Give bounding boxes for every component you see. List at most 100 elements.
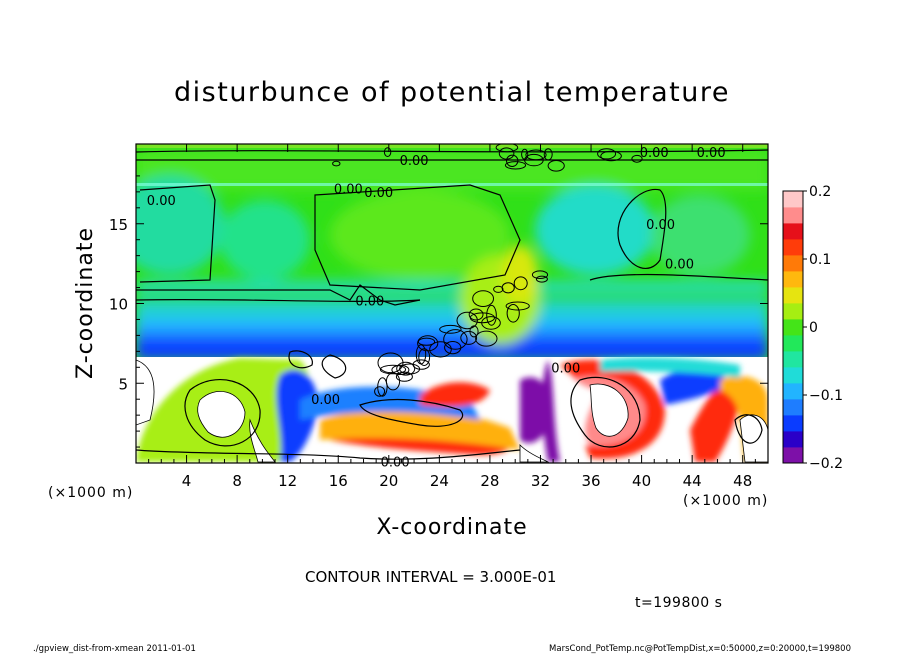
colorbar-swatch: [783, 351, 803, 368]
contour-label: 0.00: [355, 294, 384, 309]
top-eddy: [631, 154, 643, 163]
colorbar-swatch: [783, 399, 803, 416]
chart-title: disturbunce of potential temperature: [174, 77, 730, 108]
x-unit-right: (×1000 m): [683, 493, 768, 509]
top-eddy: [547, 160, 565, 172]
x-unit-left: (×1000 m): [48, 485, 133, 501]
contour-label: 0.00: [646, 218, 675, 233]
contour-label: 0.00: [334, 183, 363, 198]
x-tick-label: 16: [329, 472, 348, 490]
turbulent-eddy: [460, 330, 478, 345]
y-axis-label: Z-coordinate: [73, 227, 98, 379]
colorbar-swatch: [783, 207, 803, 224]
contour-label: 0.00: [665, 258, 694, 273]
contour-label: 0.00: [400, 154, 429, 169]
x-tick-label: 44: [683, 472, 702, 490]
x-tick-label: 36: [581, 472, 600, 490]
top-eddy: [495, 144, 519, 153]
field-swirl: [420, 382, 490, 407]
field-core: [249, 418, 276, 463]
colorbar-swatch: [783, 431, 803, 448]
turbulent-eddy: [379, 364, 407, 375]
turbulent-eddy: [429, 341, 452, 358]
turbulent-eddy: [475, 330, 498, 347]
turbulent-eddy: [456, 311, 478, 330]
colorbar-swatch: [783, 303, 803, 320]
colorbar-tick-label: −0.1: [809, 388, 843, 404]
turbulent-eddy: [374, 386, 386, 397]
field-core: [197, 391, 246, 438]
x-tick-label: 24: [430, 472, 449, 490]
contour-interval-text: CONTOUR INTERVAL = 3.000E-01: [305, 568, 556, 586]
x-tick-label: 48: [733, 472, 752, 490]
colorbar-swatch: [783, 335, 803, 352]
turbulent-eddy: [415, 344, 427, 365]
contour-label: 0.00: [640, 146, 669, 161]
turbulent-eddy: [395, 371, 413, 382]
field-swirl: [600, 357, 740, 378]
turbulent-eddy: [513, 276, 528, 291]
top-eddy: [498, 147, 515, 160]
x-tick-label: 12: [278, 472, 297, 490]
contour-lines: [136, 149, 768, 460]
top-eddy: [504, 161, 527, 170]
top-eddy: [600, 150, 622, 162]
top-eddy: [524, 153, 544, 167]
turbulent-eddy: [486, 304, 497, 326]
field-swirl: [560, 359, 665, 459]
turbulent-eddy: [418, 348, 431, 367]
turbulent-eddy: [493, 285, 504, 293]
field-core: [589, 383, 629, 437]
turbulent-eddy: [412, 359, 430, 370]
field-core: [136, 359, 155, 426]
colorbar-swatch: [783, 239, 803, 256]
x-tick-label: 28: [480, 472, 499, 490]
turbulent-eddy: [506, 304, 520, 323]
turbulent-eddy: [505, 301, 530, 311]
x-axis-label: X-coordinate: [376, 515, 527, 540]
x-tick-label: 32: [531, 472, 550, 490]
turbulent-eddy: [377, 377, 388, 397]
field-shading: [136, 144, 768, 463]
turbulent-eddy: [469, 312, 495, 324]
contour-label: 0.00: [364, 186, 393, 201]
colorbar-swatch: [783, 255, 803, 272]
contour-label: 0.00: [551, 361, 580, 376]
y-tick-label: 10: [109, 296, 128, 314]
top-eddy: [383, 147, 392, 158]
field-swirl: [276, 369, 319, 462]
turbulent-eddy: [439, 324, 462, 334]
top-eddy: [543, 148, 553, 161]
x-tick-label: 8: [232, 472, 242, 490]
colorbar-swatch: [783, 191, 803, 208]
turbulent-eddy: [535, 275, 548, 283]
colorbar-swatch: [783, 319, 803, 336]
colorbar-tick-label: −0.2: [809, 456, 843, 472]
top-eddy: [597, 148, 617, 160]
top-eddy: [525, 149, 547, 161]
x-tick-label: 40: [632, 472, 651, 490]
field-swirl: [690, 378, 741, 462]
field-swirl: [520, 377, 551, 444]
turbulent-eddy: [391, 364, 410, 375]
footer-left: ./gpview_dist-from-xmean 2011-01-01: [33, 644, 196, 654]
colorbar: 0.2 0.1 0 −0.1 −0.2: [782, 184, 843, 472]
turbulent-contours: [332, 144, 643, 397]
colorbar-tick-label: 0.1: [809, 252, 831, 268]
contour-label: 0.00: [697, 146, 726, 161]
y-axis: 5 10 15: [109, 159, 768, 448]
turbulent-eddy: [443, 329, 468, 350]
turbulent-eddy: [472, 290, 495, 308]
field-core: [739, 414, 768, 463]
x-tick-label: 4: [182, 472, 192, 490]
colorbar-swatch: [783, 223, 803, 240]
colorbar-swatch: [783, 447, 803, 464]
turbulent-eddy: [501, 282, 515, 294]
turbulent-eddy: [417, 335, 439, 352]
field-swirl: [542, 360, 560, 462]
turbulent-eddy: [468, 308, 484, 321]
colorbar-swatch: [783, 383, 803, 400]
contour-label: 0.00: [311, 393, 340, 408]
colorbar-swatch: [783, 415, 803, 432]
